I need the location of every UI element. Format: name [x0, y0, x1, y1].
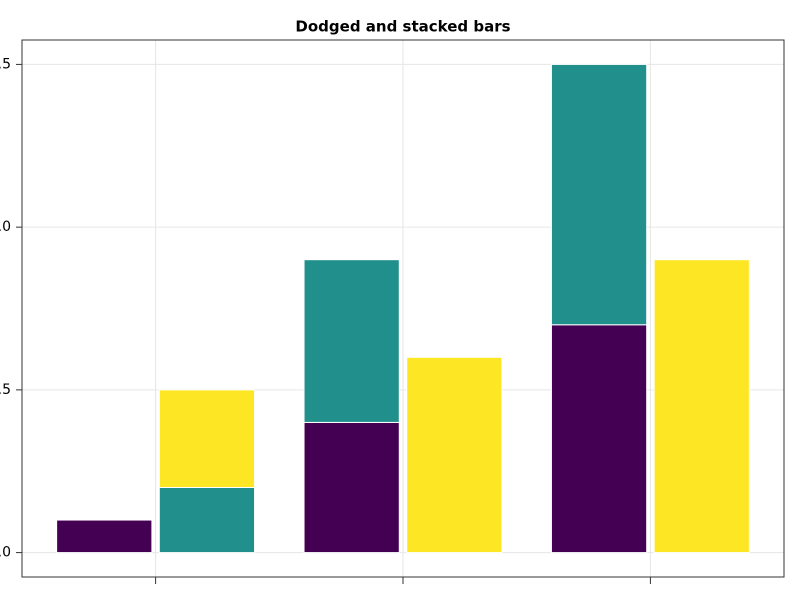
- axes-frame: [21, 39, 785, 578]
- chart-title: Dodged and stacked bars: [295, 18, 510, 36]
- bar: [550, 63, 648, 326]
- bar: [653, 259, 750, 554]
- bar: [303, 421, 400, 554]
- bar: [550, 324, 648, 554]
- y-tick-label: 1.0: [0, 219, 11, 235]
- y-tick-label: 0.5: [0, 382, 11, 398]
- bar: [406, 356, 503, 554]
- y-tick-label: 1.5: [0, 56, 11, 72]
- bar: [303, 259, 400, 423]
- bar: [158, 487, 256, 554]
- y-tick-label: 0.0: [0, 545, 11, 561]
- bar: [56, 519, 153, 554]
- bar: [158, 389, 256, 489]
